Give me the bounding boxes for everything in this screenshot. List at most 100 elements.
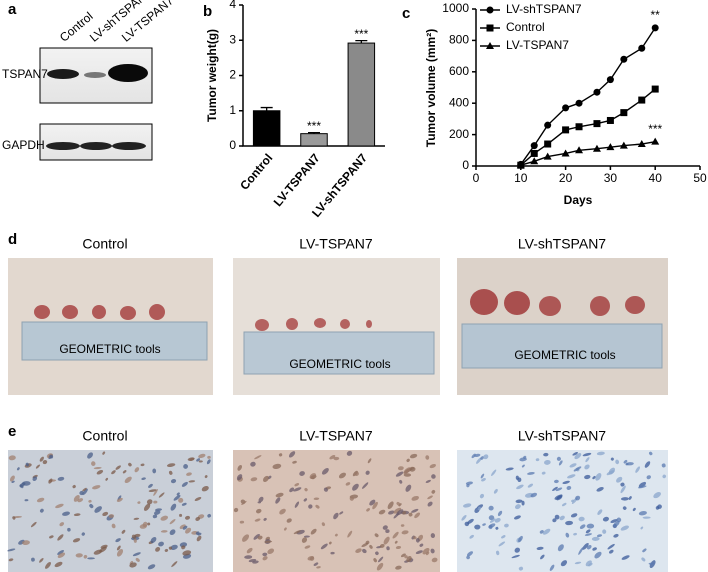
ruler-text: GEOMETRIC tools: [514, 348, 615, 362]
cell: [184, 515, 191, 520]
cell: [569, 463, 577, 468]
cell: [489, 518, 496, 523]
cell: [94, 506, 102, 513]
cell: [102, 511, 109, 517]
cell: [323, 487, 328, 492]
cell: [488, 515, 495, 521]
tumor: [149, 304, 165, 320]
band: [46, 142, 80, 150]
cell: [620, 525, 629, 531]
cell: [262, 552, 268, 557]
cell: [354, 471, 359, 477]
cell: [181, 502, 187, 506]
tumor: [366, 320, 372, 328]
cell: [480, 473, 485, 479]
cell: [25, 462, 29, 467]
cell: [511, 554, 520, 559]
cell: [92, 485, 101, 490]
group-label: Control: [82, 428, 127, 444]
cell: [292, 460, 297, 464]
cell: [578, 547, 584, 555]
cell: [578, 516, 585, 522]
cell: [570, 513, 578, 518]
cell: [362, 548, 367, 554]
cell: [164, 548, 169, 552]
cell: [264, 540, 273, 543]
cell: [153, 488, 158, 496]
cell: [375, 551, 379, 556]
photo: GEOMETRIC tools: [457, 258, 668, 395]
cell: [516, 484, 524, 490]
cell: [427, 495, 433, 500]
cell: [474, 453, 481, 458]
cell: [498, 541, 506, 547]
cell: [279, 508, 286, 515]
cell: [16, 467, 20, 471]
cell: [36, 497, 45, 503]
cell: [575, 495, 581, 501]
cell: [628, 496, 632, 500]
cell: [169, 529, 176, 536]
cell: [186, 472, 192, 476]
point: [619, 141, 628, 149]
cell: [166, 463, 176, 468]
cell: [517, 477, 522, 483]
cell: [170, 478, 177, 484]
cell: [8, 455, 16, 461]
panel-label: c: [402, 5, 410, 22]
cell: [196, 458, 201, 462]
cell: [140, 463, 145, 467]
cell: [366, 508, 370, 512]
cell: [313, 497, 320, 501]
cell: [257, 535, 263, 540]
photo: GEOMETRIC tools: [8, 258, 213, 395]
cell: [494, 517, 501, 523]
cell: [527, 483, 534, 488]
cell: [206, 459, 211, 465]
y-axis-title: Tumor volume (mm²): [424, 29, 438, 147]
point: [530, 142, 538, 150]
cell: [396, 502, 401, 506]
cell: [44, 561, 52, 569]
cell: [72, 538, 81, 543]
cell: [83, 554, 88, 559]
x-tick-label: 30: [604, 171, 618, 185]
cell: [403, 473, 412, 477]
cell: [596, 486, 604, 492]
cell: [365, 540, 370, 545]
cell: [372, 501, 378, 510]
cell: [54, 561, 63, 568]
band: [47, 69, 79, 79]
cell: [355, 548, 362, 553]
cell: [121, 529, 126, 534]
cell: [153, 500, 158, 504]
cell: [82, 487, 87, 492]
cell: [57, 534, 64, 541]
cell: [57, 552, 66, 558]
cell: [198, 460, 203, 463]
cell: [400, 553, 406, 558]
cell: [346, 450, 353, 456]
cell: [154, 508, 163, 512]
cell: [142, 521, 148, 528]
cell: [415, 550, 423, 554]
cell: [267, 548, 275, 555]
cell: [176, 492, 180, 496]
cell: [544, 459, 551, 465]
panel-label: b: [203, 3, 212, 20]
cell: [642, 516, 651, 519]
y-tick-label: 3: [229, 32, 236, 46]
cell: [321, 522, 326, 527]
cell: [469, 534, 474, 539]
cell: [72, 485, 76, 489]
cell: [592, 547, 597, 551]
point: [606, 76, 614, 84]
cell: [497, 510, 503, 517]
cell: [466, 555, 470, 560]
cell: [591, 536, 600, 541]
cell: [613, 520, 620, 528]
cell: [57, 476, 65, 481]
cell: [77, 498, 84, 503]
bar: [252, 110, 281, 147]
cell: [393, 507, 402, 514]
